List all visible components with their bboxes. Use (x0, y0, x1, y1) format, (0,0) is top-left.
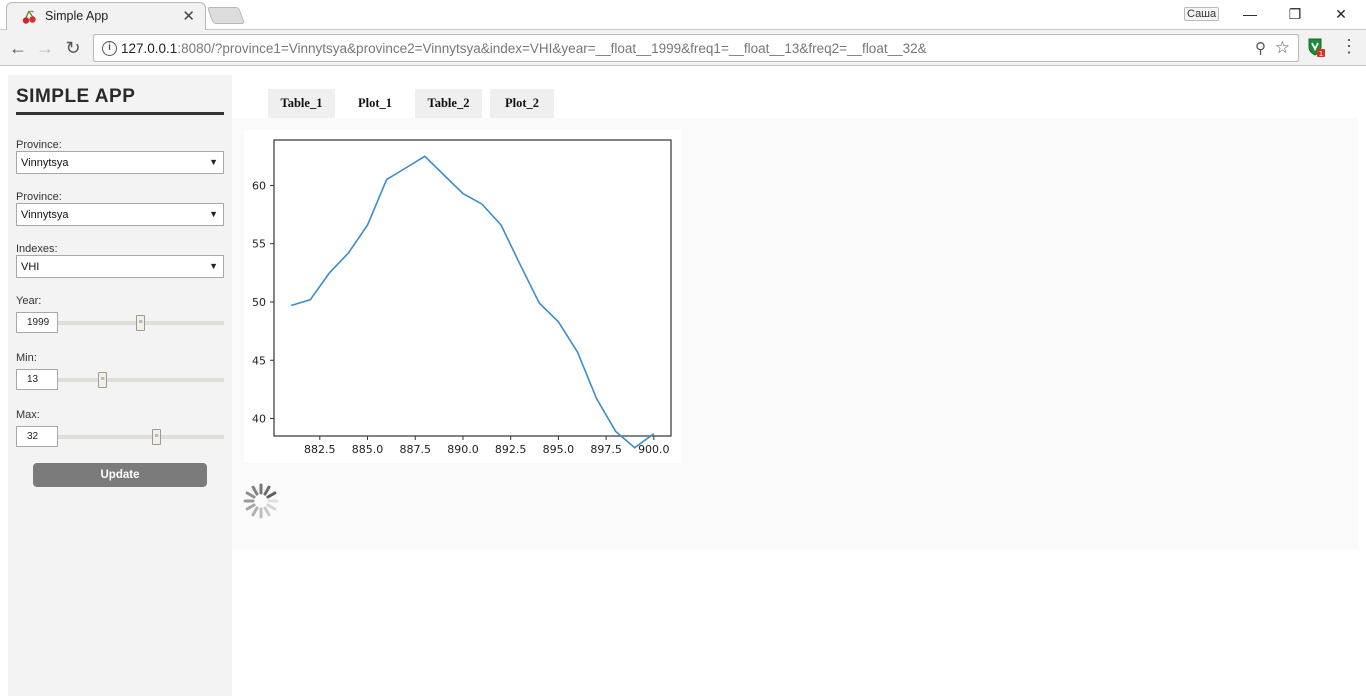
indexes-select[interactable]: VHI ▼ (16, 255, 224, 278)
spinner-spoke (251, 506, 259, 517)
back-arrow-icon[interactable]: ← (9, 38, 27, 58)
max-input[interactable]: 32 (16, 426, 58, 447)
spinner-spoke (251, 485, 259, 496)
spinner-spoke (245, 503, 256, 511)
plot-frame (273, 139, 672, 437)
tab-table-1[interactable]: Table_1 (268, 89, 335, 118)
svg-text:1: 1 (1319, 50, 1323, 57)
year-label: Year: (16, 295, 42, 307)
reload-icon[interactable]: ↻ (65, 38, 81, 58)
zoom-icon[interactable]: ⚲ (1255, 40, 1266, 57)
spinner-spoke (266, 503, 277, 511)
spinner-spoke (266, 491, 277, 499)
app-title: SIMPLE APP (16, 86, 136, 107)
spinner-spoke (263, 485, 271, 496)
browser-titlebar: Simple App ✕ Саша — ❐ ✕ (0, 0, 1366, 30)
year-input[interactable]: 1999 (16, 312, 58, 333)
new-tab-button[interactable] (206, 7, 246, 24)
province1-label: Province: (16, 139, 62, 151)
minimize-icon[interactable]: — (1243, 6, 1257, 22)
province2-label: Province: (16, 191, 62, 203)
window-close-icon[interactable]: ✕ (1335, 6, 1347, 22)
title-divider (16, 112, 224, 115)
sidebar-panel: SIMPLE APP Province: Vinnytsya ▼ Provinc… (8, 75, 232, 696)
restore-icon[interactable]: ❐ (1288, 6, 1302, 22)
province2-select[interactable]: Vinnytsya ▼ (16, 203, 224, 226)
province1-select[interactable]: Vinnytsya ▼ (16, 151, 224, 174)
max-slider-track[interactable] (58, 435, 224, 439)
min-slider-handle[interactable]: ≡ (98, 372, 107, 388)
x-tick-label: 895.0 (543, 443, 575, 456)
shield-extension-icon[interactable]: 1 (1307, 37, 1325, 57)
loading-spinner-icon (243, 483, 279, 519)
indexes-label: Indexes: (16, 243, 58, 255)
series-line (290, 155, 655, 449)
tab-table-2[interactable]: Table_2 (415, 89, 482, 118)
forward-arrow-icon[interactable]: → (36, 38, 54, 58)
menu-dots-icon[interactable]: ⋮ (1340, 36, 1358, 56)
profile-button[interactable]: Саша (1184, 7, 1220, 21)
x-tick-label: 887.5 (399, 443, 431, 456)
x-tick-label: 882.5 (304, 443, 336, 456)
y-tick-label: 55 (252, 238, 266, 251)
max-label: Max: (16, 409, 40, 421)
browser-toolbar: ← → ↻ i 127.0.0.1:8080/?province1=Vinnyt… (0, 30, 1366, 66)
spinner-spoke (263, 506, 271, 517)
tab-plot-1[interactable]: Plot_1 (344, 89, 406, 118)
address-bar[interactable]: i 127.0.0.1:8080/?province1=Vinnytsya&pr… (93, 34, 1299, 62)
province1-value: Vinnytsya (21, 157, 69, 169)
year-slider-handle[interactable]: ≡ (136, 315, 145, 331)
bookmark-star-icon[interactable]: ☆ (1274, 38, 1290, 57)
y-tick-label: 40 (252, 413, 266, 426)
chevron-down-icon: ▼ (209, 209, 218, 219)
x-tick-label: 890.0 (447, 443, 479, 456)
y-tick-label: 50 (252, 296, 266, 309)
chevron-down-icon: ▼ (209, 157, 218, 167)
x-tick-label: 897.5 (590, 443, 622, 456)
y-tick-label: 45 (252, 354, 266, 367)
min-slider-track[interactable] (58, 378, 224, 382)
cherry-favicon-icon (22, 10, 36, 24)
browser-tab[interactable]: Simple App ✕ (6, 2, 206, 30)
update-button[interactable]: Update (33, 463, 207, 487)
x-tick-label: 892.5 (495, 443, 527, 456)
tab-plot-2[interactable]: Plot_2 (490, 89, 554, 118)
info-icon[interactable]: i (102, 41, 117, 56)
y-tick-label: 60 (252, 179, 266, 192)
x-tick-label: 885.0 (352, 443, 384, 456)
chevron-down-icon: ▼ (209, 261, 218, 271)
max-slider-handle[interactable]: ≡ (152, 429, 161, 445)
min-label: Min: (16, 352, 37, 364)
x-tick-label: 900.0 (638, 443, 670, 456)
province2-value: Vinnytsya (21, 209, 69, 221)
indexes-value: VHI (21, 261, 40, 273)
tab-title: Simple App (45, 9, 109, 23)
spinner-spoke (245, 491, 256, 499)
tab-close-icon[interactable]: ✕ (182, 8, 195, 25)
url-text: 127.0.0.1:8080/?province1=Vinnytsya&prov… (121, 41, 927, 56)
plot-container: 882.5 885.0 887.5 890.0 892.5 895.0 897.5 900.0… (244, 130, 681, 463)
line-chart: 882.5 885.0 887.5 890.0 892.5 895.0 897.5 900.0… (252, 139, 672, 456)
min-input[interactable]: 13 (16, 369, 58, 390)
